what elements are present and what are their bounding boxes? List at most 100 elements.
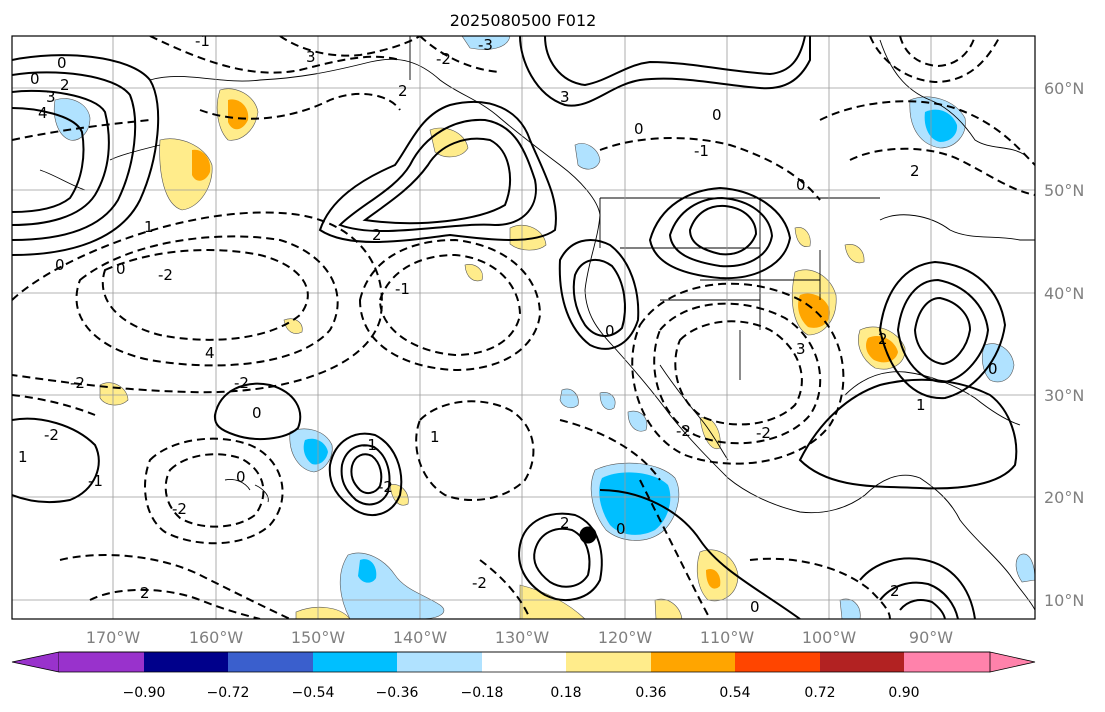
contour-label: 0: [55, 256, 65, 274]
contour-label: 3: [306, 48, 316, 66]
contour-label: 0: [988, 360, 998, 378]
negative-anomaly-blob: [627, 410, 648, 432]
typhoon-center-marker: [579, 526, 597, 544]
colorbar-extend-low: [11, 651, 60, 673]
contour-label: -2: [158, 266, 173, 284]
positive-contours: [12, 36, 1018, 619]
colorbar-bin: [820, 652, 904, 672]
lat-label: 60°N: [1044, 79, 1084, 98]
lat-label: 10°N: [1044, 591, 1084, 610]
contour-label: 0: [116, 260, 126, 278]
contour-label: 0: [750, 598, 760, 616]
contour-label: 2: [890, 582, 900, 600]
positive-anomaly-blob: [866, 335, 898, 363]
negative-anomaly-blob: [559, 388, 579, 409]
lat-label: 30°N: [1044, 386, 1084, 405]
positive-anomaly-blob: [295, 606, 351, 619]
contour-label: -1: [195, 32, 210, 50]
negative-anomaly-blob: [599, 472, 671, 535]
contour-label: -2: [436, 50, 451, 68]
negative-anomaly-blob: [574, 143, 601, 170]
contour-label: 4: [205, 344, 215, 362]
negative-anomaly-blob: [981, 343, 1015, 383]
positive-anomaly-blob: [509, 224, 547, 251]
colorbar-tick-label: −0.90: [123, 685, 166, 701]
contour-label: -1: [395, 280, 410, 298]
contour-label: 0: [605, 322, 615, 340]
contour-label: -2: [756, 424, 771, 442]
colorbar-bin: [59, 652, 144, 672]
contour-label: 4: [38, 104, 48, 122]
contour-label: 0: [236, 468, 246, 486]
lon-label: 170°W: [86, 628, 141, 647]
positive-anomaly-blob: [99, 382, 129, 406]
lon-label: 100°W: [802, 628, 857, 647]
positive-anomaly-blob: [798, 293, 830, 328]
colorbar-tick-label: −0.36: [376, 685, 419, 701]
negative-anomaly-blob: [599, 392, 616, 410]
negative-contours: [12, 36, 1035, 619]
negative-anomaly-blob: [1015, 553, 1035, 583]
contour-label: -1: [88, 472, 103, 490]
positive-anomaly-blob: [794, 227, 811, 247]
lon-label: 130°W: [495, 628, 550, 647]
contour-label: -1: [694, 142, 709, 160]
colorbar-bin: [144, 652, 228, 672]
positive-anomaly-blob: [192, 149, 211, 181]
coastlines: [39, 36, 1035, 611]
colorbar-tick-label: −0.54: [292, 685, 335, 701]
lon-label: 150°W: [291, 628, 346, 647]
contour-label: -1: [362, 436, 377, 454]
contour-label: 2: [140, 584, 150, 602]
colorbar-tick-label: 0.18: [550, 685, 581, 701]
positive-anomaly-blob: [654, 598, 683, 619]
contour-label: 1: [916, 396, 926, 414]
contour-label: 1: [18, 448, 28, 466]
contour-label: 3: [46, 88, 56, 106]
colorbar-tick-label: −0.18: [461, 685, 504, 701]
contour-label: -3: [478, 36, 493, 54]
positive-anomaly-blob: [706, 568, 721, 589]
colorbar: −0.90 −0.72 −0.54 −0.36 −0.18 0.18 0.36 …: [11, 651, 1036, 701]
contour-label: 0: [712, 106, 722, 124]
map-frame: [11, 35, 1036, 620]
colorbar-bin: [651, 652, 735, 672]
colorbar-bin: [735, 652, 820, 672]
contour-label: 2: [398, 82, 408, 100]
contour-label: 3: [560, 88, 570, 106]
negative-anomaly-blob: [924, 109, 958, 142]
positive-anomaly-blob: [464, 264, 483, 282]
contour-label: -2: [70, 374, 85, 392]
colorbar-extend-high: [989, 651, 1036, 673]
contour-label: 1: [430, 428, 440, 446]
contour-label: 0: [634, 120, 644, 138]
colorbar-bin: [482, 652, 566, 672]
contour-label: -2: [472, 574, 487, 592]
contour-label: 0: [30, 70, 40, 88]
negative-anomaly-blob: [839, 598, 861, 619]
colorbar-tick-label: 0.54: [719, 685, 750, 701]
graticule: [12, 36, 1035, 619]
contour-label: 0: [252, 404, 262, 422]
contour-label: -2: [44, 426, 59, 444]
contour-label: 2: [372, 226, 382, 244]
lat-label: 50°N: [1044, 181, 1084, 200]
colorbar-bin: [397, 652, 482, 672]
lat-label: 20°N: [1044, 488, 1084, 507]
lon-label: 140°W: [393, 628, 448, 647]
contour-label: 2: [878, 330, 888, 348]
colorbar-tick-label: 0.90: [888, 685, 919, 701]
map-plot-area: 0 0 2 3 4 -1 3 -2 2 -3 3 2 1 0 -2 0 -1 4…: [12, 32, 1035, 619]
colorbar-tick-label: −0.72: [207, 685, 250, 701]
colorbar-tick-label: 0.36: [635, 685, 666, 701]
contour-labels: 0 0 2 3 4 -1 3 -2 2 -3 3 2 1 0 -2 0 -1 4…: [18, 32, 998, 616]
map-title: 2025080500 F012: [450, 11, 597, 30]
contour-label: 2: [60, 76, 70, 94]
contour-label: 3: [796, 340, 806, 358]
lon-label: 90°W: [909, 628, 953, 647]
contour-label: -2: [378, 478, 393, 496]
contour-label: 0: [616, 520, 626, 538]
lat-label: 40°N: [1044, 284, 1084, 303]
contour-label: 2: [560, 514, 570, 532]
